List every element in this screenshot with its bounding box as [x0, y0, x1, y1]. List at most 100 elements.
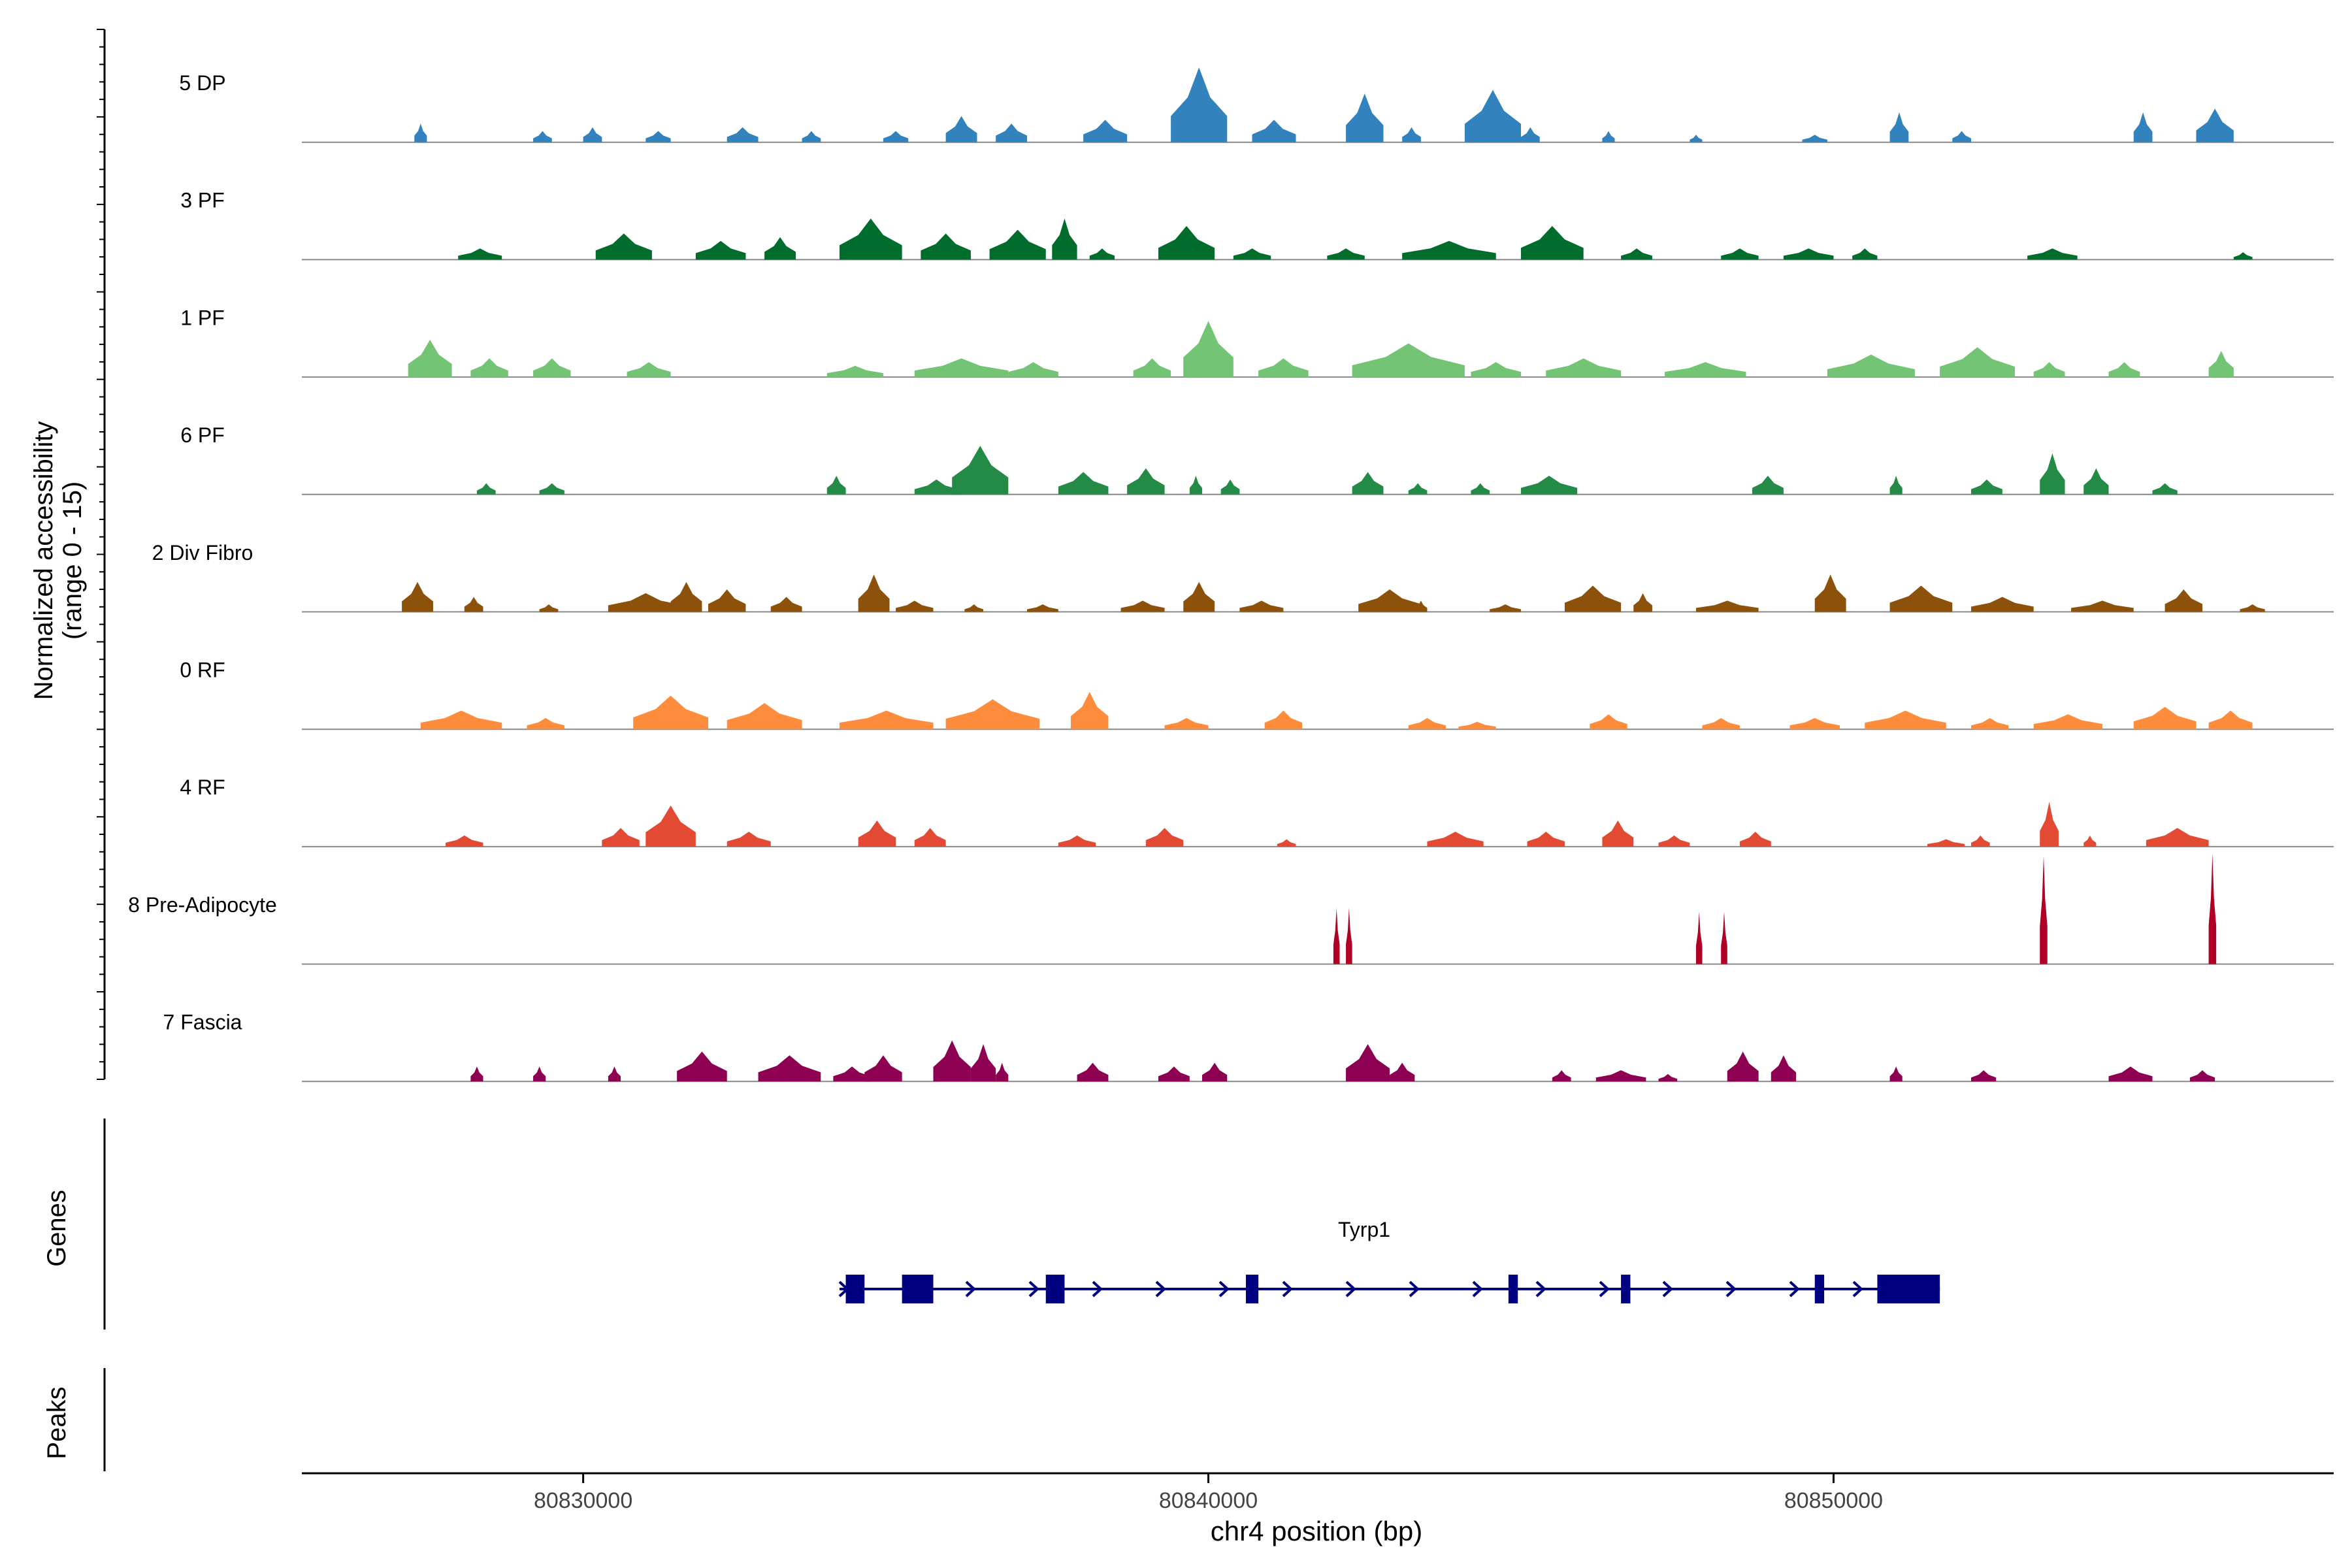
coverage-peak	[864, 1055, 902, 1082]
coverage-peak	[1970, 596, 2034, 612]
coverage-peak	[2133, 112, 2153, 142]
strand-arrow-icon	[1852, 1281, 1863, 1298]
coverage-peak	[1352, 472, 1384, 495]
coverage-peak	[1521, 476, 1578, 495]
coverage-peak	[1695, 911, 1703, 964]
coverage-peak	[1970, 835, 1990, 847]
coverage-peak	[1071, 691, 1109, 730]
strand-arrow-icon	[1282, 1281, 1293, 1298]
coverage-peak	[1783, 248, 1834, 260]
coverage-peak	[1852, 248, 1878, 260]
coverage-peak	[1702, 718, 1740, 730]
coverage-peak	[1239, 600, 1284, 612]
coverage-peak	[539, 483, 564, 495]
coverage-peak	[1621, 248, 1652, 260]
coverage-peak	[1346, 93, 1384, 142]
coverage-track-7: 8 Pre-Adipocyte	[128, 853, 2334, 965]
coverage-peak	[858, 574, 890, 612]
coverage-track-6: 4 RF	[180, 776, 2334, 847]
coverage-peak	[1789, 718, 1840, 730]
track-label: 7 Fascia	[163, 1011, 242, 1034]
coverage-peak	[533, 358, 571, 378]
left-axis-group	[97, 29, 106, 1471]
coverage-peak	[764, 237, 796, 260]
coverage-peak	[1008, 362, 1058, 378]
gene-annotation-panel: Tyrp1	[838, 1218, 1940, 1303]
coverage-peak	[964, 604, 984, 612]
coverage-peak	[1427, 832, 1484, 847]
coverage-peak	[1408, 483, 1428, 495]
strand-arrow-icon	[1472, 1281, 1483, 1298]
coverage-peak	[414, 123, 427, 142]
coverage-peak	[1133, 358, 1171, 378]
coverage-peak	[1527, 832, 1565, 847]
coverage-peak	[2133, 706, 2197, 730]
coverage-peak	[1145, 828, 1184, 847]
coverage-track-8: 7 Fascia	[163, 1011, 2334, 1083]
coverage-peak	[1264, 710, 1303, 730]
coverage-peak	[1077, 1062, 1109, 1082]
coverage-peak	[2040, 453, 2065, 495]
coverage-peak	[1327, 248, 1365, 260]
coverage-peak	[1695, 600, 1759, 612]
coverage-peak	[933, 1040, 971, 1082]
coverage-y-axis-title-line1: Normalized accessibility	[29, 421, 58, 700]
coverage-peak	[2208, 351, 2234, 378]
coverage-peak	[695, 240, 746, 260]
coverage-peak	[1521, 127, 1540, 142]
coverage-peak	[1727, 1051, 1759, 1082]
coverage-peak	[839, 710, 934, 730]
coverage-peak	[2146, 828, 2209, 847]
coverage-peak	[896, 600, 934, 612]
coverage-peak	[464, 596, 483, 612]
coverage-peak	[408, 339, 452, 378]
coverage-peak	[1352, 343, 1465, 378]
coverage-peak	[533, 1066, 546, 1082]
coverage-peak	[2083, 468, 2109, 495]
coverage-peak	[1814, 574, 1846, 612]
coverage-peak	[2033, 714, 2102, 730]
coverage-peak	[1189, 476, 1202, 495]
coverage-peak	[826, 365, 883, 378]
coverage-peak	[1602, 131, 1615, 142]
coverage-y-axis-title-line2: (range 0 - 15)	[58, 482, 87, 640]
strand-arrow-icon	[1599, 1281, 1610, 1298]
coverage-peak	[1120, 600, 1165, 612]
coverage-peak	[1927, 839, 1965, 847]
coverage-peak	[996, 123, 1028, 142]
coverage-peak	[2033, 362, 2065, 378]
coverage-peak	[1658, 835, 1690, 847]
coverage-peak	[1471, 362, 1521, 378]
coverage-peak	[1052, 218, 1077, 260]
coverage-peak	[1940, 347, 2015, 378]
coverage-peak	[1220, 479, 1240, 495]
coverage-peak	[1201, 1062, 1228, 1082]
coverage-peak	[1127, 468, 1165, 495]
coverage-peak	[627, 362, 671, 378]
coverage-peak	[1346, 1044, 1390, 1082]
coverage-peak	[1408, 718, 1446, 730]
coverage-peak	[533, 131, 552, 142]
coverage-peak	[1027, 604, 1058, 612]
coverage-peak	[921, 233, 971, 260]
strand-arrow-icon	[1409, 1281, 1420, 1298]
coverage-peak	[527, 718, 564, 730]
coverage-peak	[670, 581, 702, 612]
coverage-peak	[914, 479, 958, 495]
coverage-peak	[708, 589, 746, 612]
coverage-peak	[1158, 225, 1215, 260]
coverage-peak	[583, 127, 602, 142]
coverage-peak	[446, 835, 483, 847]
coverage-peak	[1970, 718, 2009, 730]
coverage-peak	[1690, 135, 1703, 142]
coverage-peak	[802, 131, 821, 142]
coverage-peak	[1552, 1070, 1571, 1082]
coverage-peak	[1633, 593, 1652, 612]
track-label: 0 RF	[180, 659, 225, 682]
gene-exon	[1045, 1275, 1065, 1303]
coverage-peak	[1889, 585, 1953, 612]
coverage-peak	[1277, 839, 1296, 847]
coverage-peak	[1665, 362, 1746, 378]
strand-arrow-icon	[1028, 1281, 1039, 1298]
coverage-peak	[1564, 585, 1622, 612]
